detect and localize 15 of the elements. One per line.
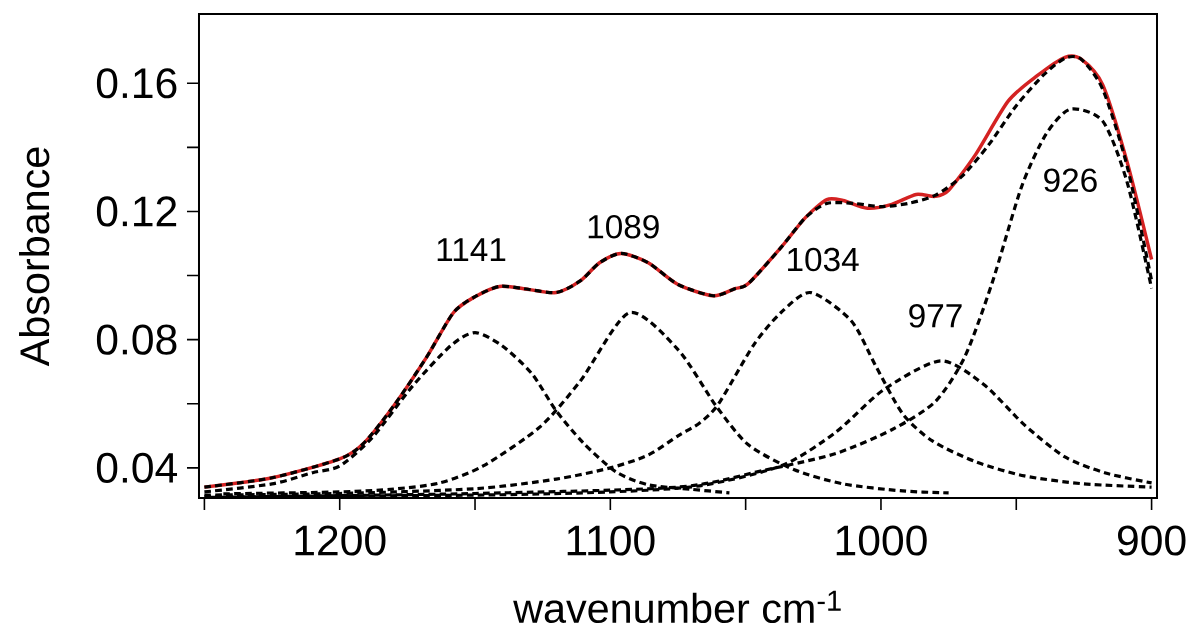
annotation: 1141 [437, 238, 506, 262]
y-tick-label: 0.08 [96, 324, 177, 355]
y-tick-label: 0.12 [96, 196, 177, 227]
annotation: 926 [1044, 168, 1097, 192]
annotation: 1034 [788, 247, 859, 272]
x-tick-label: 1000 [836, 525, 927, 556]
y-tick-label: 0.16 [96, 68, 177, 99]
y-tick-label: 0.04 [96, 452, 178, 483]
x-tick-label: 900 [1118, 525, 1186, 556]
x-tick-label: 1100 [567, 525, 655, 556]
annotation: 1089 [588, 214, 659, 239]
annotation: 977 [909, 304, 962, 328]
y-axis-title: Absorbance [19, 147, 50, 367]
x-axis-title: wavenumber cm$^{-1}$ [513, 590, 841, 624]
x-tick-label: 1200 [295, 525, 386, 556]
